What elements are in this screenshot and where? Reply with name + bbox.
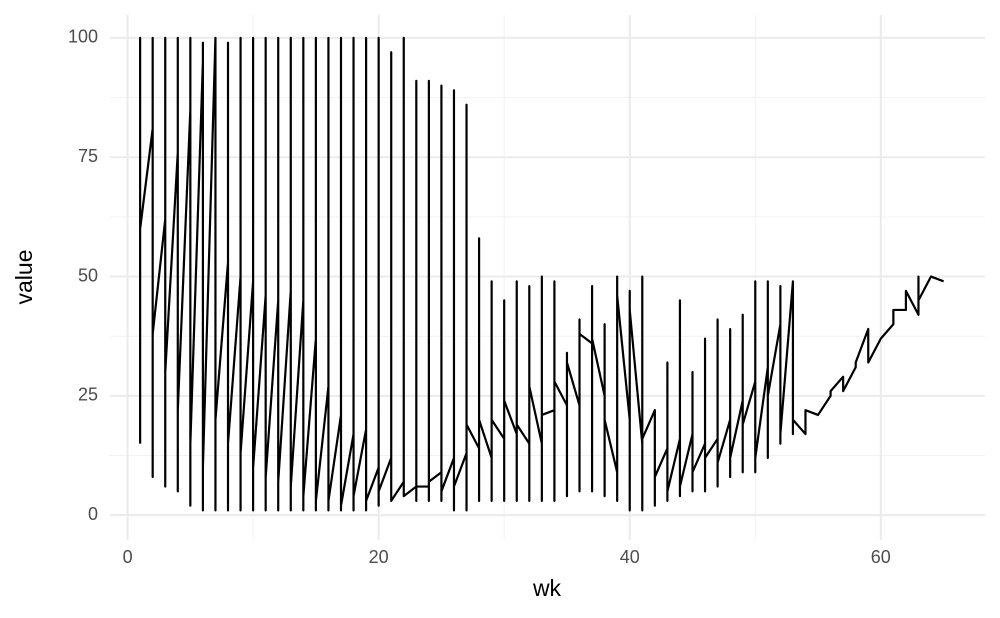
y-tick-label: 75 [78, 146, 98, 166]
x-tick-label: 40 [620, 547, 640, 567]
x-tick-label: 20 [369, 547, 389, 567]
y-axis-title: value [11, 250, 37, 305]
y-tick-label: 0 [88, 504, 98, 524]
x-tick-label: 0 [123, 547, 133, 567]
y-tick-label: 25 [78, 385, 98, 405]
x-axis-title: wk [532, 575, 562, 601]
x-tick-label: 60 [871, 547, 891, 567]
data-line [139, 36, 944, 512]
y-tick-label: 50 [78, 265, 98, 285]
y-tick-label: 100 [68, 27, 98, 47]
